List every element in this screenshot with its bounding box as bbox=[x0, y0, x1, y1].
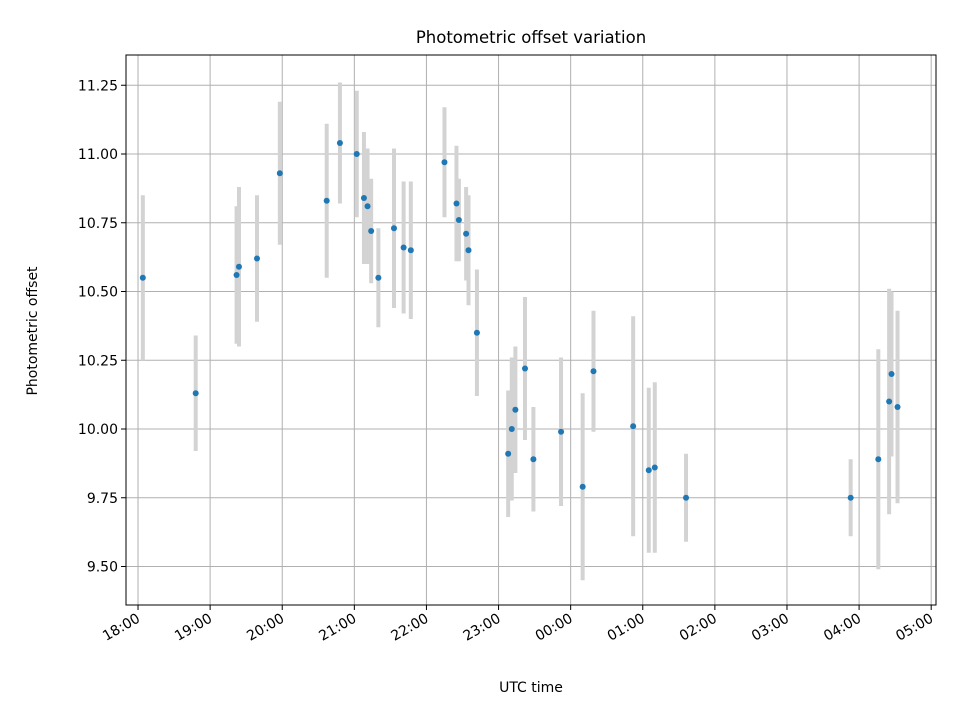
data-point bbox=[336, 140, 343, 146]
data-point bbox=[630, 423, 637, 430]
data-point bbox=[579, 483, 586, 490]
data-point bbox=[473, 329, 480, 336]
data-point bbox=[894, 404, 901, 410]
data-point bbox=[139, 274, 146, 281]
data-point bbox=[886, 398, 893, 405]
data-point bbox=[400, 244, 407, 251]
data-point bbox=[465, 247, 472, 254]
data-point bbox=[233, 272, 240, 278]
data-point bbox=[521, 365, 528, 372]
y-tick-label: 10.25 bbox=[78, 353, 118, 369]
data-point bbox=[453, 200, 460, 207]
data-point bbox=[505, 450, 512, 457]
y-tick-label: 10.00 bbox=[78, 422, 118, 438]
plot-frame bbox=[125, 54, 937, 606]
data-point bbox=[847, 494, 854, 501]
data-point bbox=[276, 170, 283, 177]
data-point bbox=[253, 255, 260, 262]
y-tick-label: 10.50 bbox=[78, 285, 118, 301]
data-point bbox=[512, 406, 519, 413]
y-axis-label: Photometric offset bbox=[25, 266, 41, 396]
grid bbox=[126, 55, 936, 605]
data-point bbox=[888, 371, 895, 377]
data-point bbox=[530, 456, 537, 463]
data-point bbox=[508, 426, 515, 432]
data-point bbox=[235, 263, 242, 270]
data-point bbox=[441, 159, 448, 166]
data-point bbox=[353, 151, 360, 157]
y-tick-label: 9.75 bbox=[87, 491, 118, 507]
data-point bbox=[364, 203, 371, 210]
data-point bbox=[463, 230, 470, 237]
y-tick-label: 9.50 bbox=[87, 560, 118, 576]
data-point bbox=[192, 390, 199, 397]
y-tick-label: 10.75 bbox=[78, 216, 118, 232]
data-point bbox=[455, 217, 462, 223]
data-point bbox=[558, 428, 565, 435]
x-axis-label: UTC time bbox=[499, 680, 563, 696]
data-point bbox=[390, 225, 397, 232]
data-point bbox=[651, 464, 658, 471]
data-point bbox=[875, 456, 882, 463]
data-point bbox=[645, 467, 652, 474]
data-point bbox=[407, 247, 414, 254]
y-tick-label: 11.00 bbox=[78, 147, 118, 163]
y-tick-label: 11.25 bbox=[78, 78, 118, 94]
data-point bbox=[683, 494, 690, 501]
data-point bbox=[323, 197, 330, 204]
data-point bbox=[360, 195, 367, 201]
chart-title: Photometric offset variation bbox=[416, 28, 646, 47]
data-point bbox=[368, 228, 375, 234]
data-point bbox=[590, 368, 597, 375]
data-points bbox=[139, 140, 901, 501]
data-point bbox=[375, 274, 382, 281]
